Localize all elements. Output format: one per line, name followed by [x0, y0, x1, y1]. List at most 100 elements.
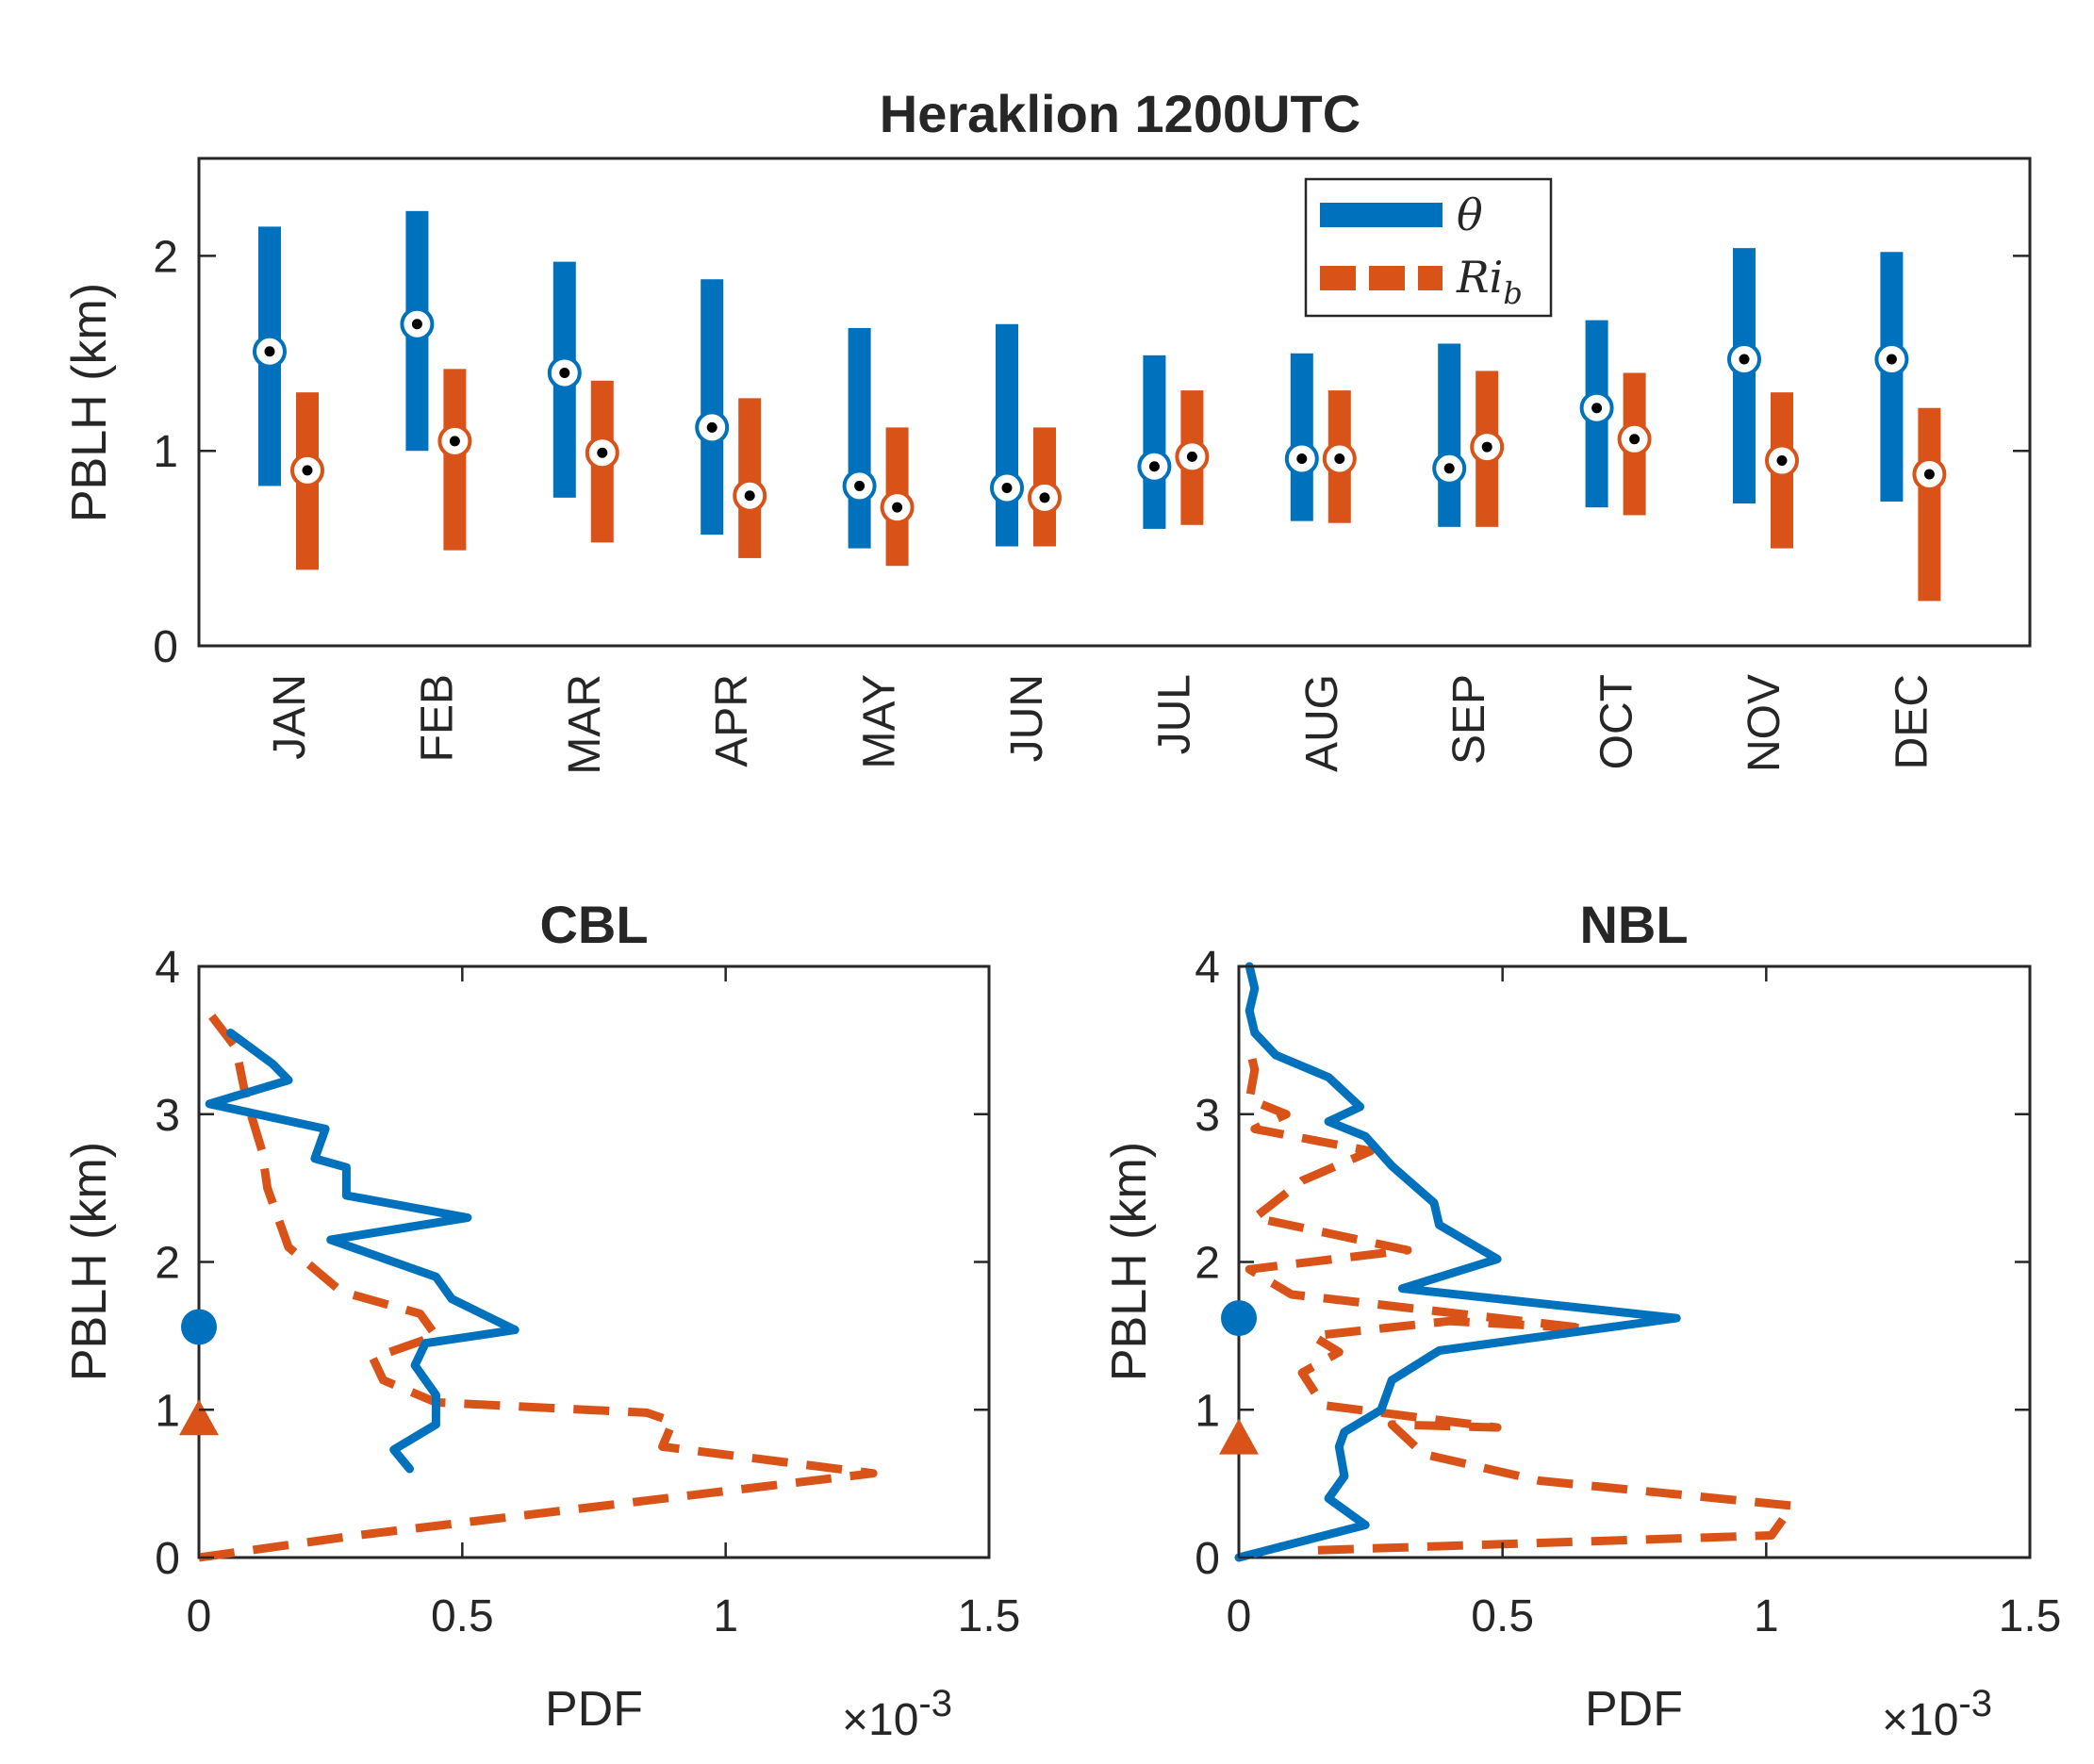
rib-median-dot [1629, 434, 1641, 445]
cbl-theta-median-marker [181, 1309, 217, 1345]
theta-median-dot [1739, 354, 1750, 365]
nbl-rib-pdf-line [1245, 1047, 1797, 1555]
theta-median-dot [411, 319, 422, 330]
rib-range-bar [738, 398, 762, 558]
theta-median-dot [1001, 482, 1013, 493]
cbl-y-tick-label: 2 [155, 1239, 180, 1289]
cbl-x-tick-label: 1 [713, 1591, 738, 1641]
theta-range-bar [848, 327, 871, 549]
theta-median-dot [1148, 461, 1160, 472]
cbl-exponent-power: -3 [918, 1683, 952, 1724]
cbl-series [179, 1003, 878, 1562]
cbl-x-axis-label: PDF [545, 1682, 643, 1737]
top-y-tick-label: 0 [153, 622, 178, 672]
cbl-rib-median-marker [179, 1399, 219, 1436]
theta-median-dot [1296, 453, 1308, 464]
top-month-label: APR [707, 674, 757, 767]
nbl-ticks: 0 0.5 1 1.5 0 1 2 3 4 [1195, 943, 2061, 1641]
cbl-exponent: ×10-3 [842, 1683, 952, 1745]
nbl-exponent: ×10-3 [1882, 1683, 1992, 1745]
cbl-plot-area [197, 964, 991, 1559]
cbl-y-axis-label: PBLH (km) [62, 1142, 117, 1381]
rib-median-dot [1481, 441, 1492, 453]
top-month-label: DEC [1887, 674, 1937, 769]
nbl-series [1219, 962, 1797, 1562]
cbl-exponent-base: ×10 [842, 1695, 918, 1745]
theta-range-bar [1438, 343, 1461, 527]
nbl-x-tick-label: 0 [1227, 1591, 1252, 1641]
nbl-y-tick-label: 2 [1195, 1239, 1220, 1289]
theta-range-bar [701, 279, 724, 536]
theta-median-dot [1886, 354, 1897, 365]
cbl-x-tick-label: 1.5 [958, 1591, 1021, 1641]
rib-median-dot [1039, 492, 1050, 503]
nbl-x-tick-label: 0.5 [1471, 1591, 1534, 1641]
rib-median-dot [302, 465, 313, 476]
theta-median-dot [264, 346, 275, 357]
nbl-plot-area [1237, 964, 2032, 1559]
top-chart-title: Heraklion 1200UTC [880, 84, 1360, 143]
top-month-label: OCT [1592, 674, 1642, 769]
rib-median-dot [1334, 453, 1345, 464]
nbl-theta-pdf-line [1234, 962, 1681, 1562]
theta-range-bar [1143, 354, 1166, 529]
cbl-ticks: 0 0.5 1 1.5 0 1 2 3 4 [155, 943, 1020, 1641]
nbl-y-tick-label: 0 [1195, 1534, 1220, 1584]
nbl-rib-median-marker [1219, 1418, 1259, 1455]
nbl-y-tick-label: 1 [1195, 1386, 1220, 1436]
cbl-y-tick-label: 0 [155, 1534, 180, 1584]
nbl-exponent-base: ×10 [1882, 1695, 1958, 1745]
top-month-label: AUG [1297, 674, 1347, 772]
nbl-y-tick-label: 4 [1195, 943, 1220, 993]
legend-theta-label: θ [1457, 190, 1483, 240]
cbl-x-tick-label: 0 [187, 1591, 212, 1641]
top-range-bars [253, 210, 1947, 602]
rib-range-bar [1918, 407, 1941, 602]
theta-median-dot [559, 367, 570, 378]
rib-median-dot [744, 490, 755, 502]
rib-median-dot [449, 436, 460, 447]
cbl-title: CBL [539, 895, 648, 954]
nbl-x-tick-label: 1.5 [1999, 1591, 2062, 1641]
legend-rib-label: Rib [1456, 252, 1523, 311]
theta-median-dot [706, 421, 717, 433]
legend-rib-main: Ri [1456, 252, 1503, 303]
theta-range-bar [1290, 353, 1313, 521]
nbl-title: NBL [1579, 895, 1688, 954]
top-plot-area [197, 157, 2032, 648]
nbl-x-tick-label: 1 [1754, 1591, 1779, 1641]
theta-range-bar [1880, 252, 1904, 502]
rib-median-dot [1923, 469, 1935, 480]
rib-median-dot [597, 447, 608, 458]
legend-rib-sub: b [1503, 275, 1522, 311]
cbl-theta-pdf-line [205, 1029, 519, 1474]
top-month-label: JAN [265, 674, 315, 760]
cbl-x-tick-label: 0.5 [431, 1591, 494, 1641]
top-y-tick-label: 1 [153, 427, 178, 477]
rib-median-dot [892, 502, 903, 513]
nbl-theta-median-marker [1221, 1300, 1257, 1337]
nbl-y-axis-label: PBLH (km) [1102, 1142, 1157, 1381]
top-y-axis-label: PBLH (km) [62, 283, 117, 522]
cbl-rib-pdf-line [198, 1003, 878, 1562]
top-month-label: MAY [855, 674, 905, 768]
rib-range-bar [443, 369, 467, 551]
top-month-label: JUN [1002, 674, 1052, 762]
cbl-y-tick-label: 3 [155, 1091, 180, 1141]
top-y-tick-label: 2 [153, 232, 178, 282]
legend: θ Rib [1304, 177, 1553, 318]
theta-range-bar [996, 323, 1018, 547]
cbl-y-tick-label: 4 [155, 943, 180, 993]
cbl-y-tick-label: 1 [155, 1386, 180, 1436]
top-month-label: JUL [1149, 674, 1199, 754]
top-month-label: SEP [1444, 674, 1494, 765]
theta-median-dot [854, 480, 866, 491]
top-month-label: NOV [1740, 674, 1789, 772]
top-month-ticks: JAN FEB MAR APR MAY JUN JUL AUG SEP OCT NOV DEC [265, 674, 1937, 775]
rib-median-dot [1186, 451, 1197, 462]
nbl-exponent-power: -3 [1958, 1683, 1992, 1724]
legend-box [1304, 177, 1553, 318]
nbl-y-tick-label: 3 [1195, 1091, 1220, 1141]
top-month-label: MAR [560, 674, 610, 775]
